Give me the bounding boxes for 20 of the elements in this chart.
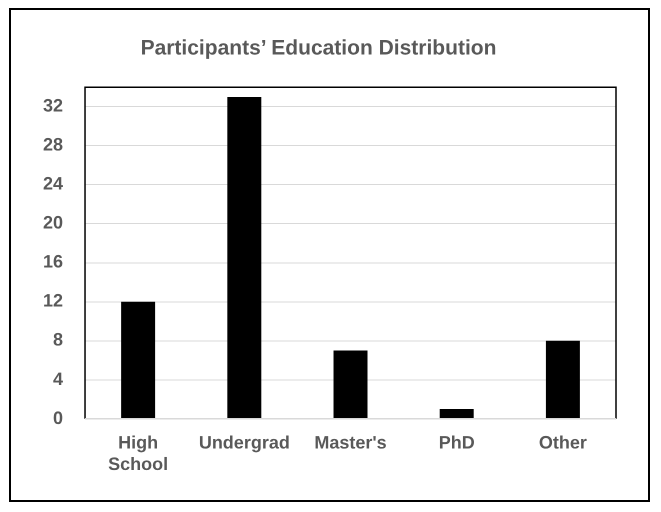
y-tick-label: 24: [42, 174, 64, 194]
y-tick-label: 8: [53, 330, 64, 350]
y-tick-label: 16: [42, 252, 64, 272]
y-tick-label: 12: [42, 290, 64, 311]
bar: [334, 350, 368, 418]
bar: [227, 96, 262, 418]
bar: [121, 302, 156, 418]
x-tick-label: Undergrad: [198, 432, 290, 453]
y-tick-label: 20: [42, 212, 64, 233]
bar: [440, 409, 474, 418]
chart-title: Participants’ Education Distribution: [140, 36, 496, 60]
bar: [546, 340, 580, 418]
x-tick-label: High School: [108, 432, 168, 474]
y-tick-label: 0: [53, 408, 64, 428]
x-tick-label: Other: [538, 432, 587, 453]
x-tick-label: PhD: [438, 432, 475, 453]
y-tick-label: 28: [42, 134, 64, 155]
x-tick-label: Master's: [314, 432, 387, 453]
y-tick-label: 32: [42, 96, 64, 116]
y-tick-label: 4: [53, 368, 64, 389]
